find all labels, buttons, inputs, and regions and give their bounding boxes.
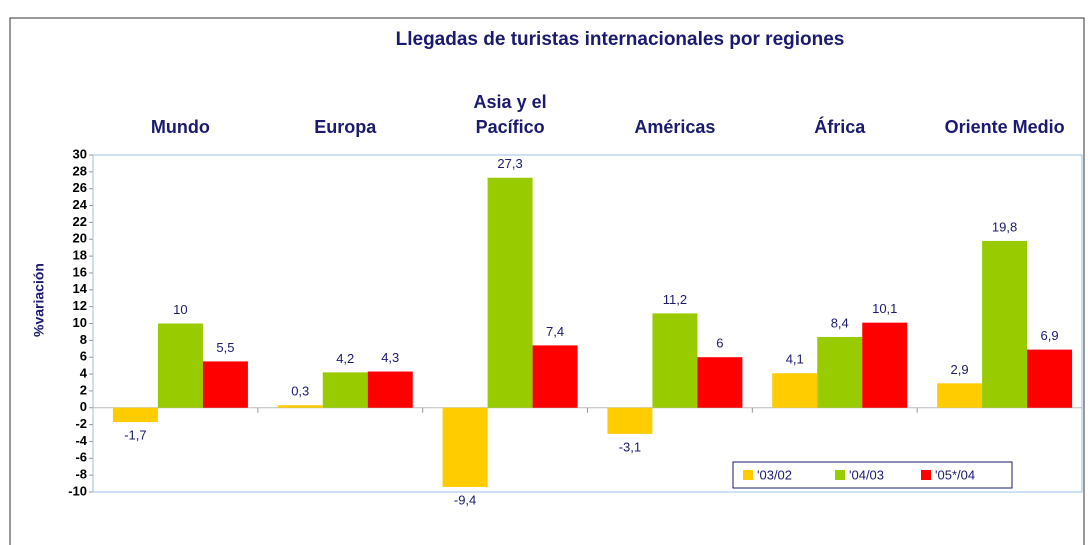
bar <box>532 345 578 408</box>
value-label: 11,2 <box>663 292 687 307</box>
bar <box>817 336 863 408</box>
value-label: 6,9 <box>1041 328 1059 343</box>
y-tick-label: 12 <box>73 298 87 313</box>
y-tick-label: -4 <box>75 433 87 448</box>
y-tick-label: -2 <box>75 416 87 431</box>
y-tick-label: 2 <box>80 382 87 397</box>
bar <box>112 407 158 423</box>
value-label: 27,3 <box>497 156 522 171</box>
y-tick-label: -10 <box>68 483 87 498</box>
bar <box>277 405 323 408</box>
value-label: -9,4 <box>454 492 476 507</box>
legend-box <box>732 461 1013 489</box>
value-label: 5,5 <box>216 340 234 355</box>
bar <box>1027 349 1073 408</box>
y-tick-label: 16 <box>73 264 87 279</box>
legend-swatch <box>835 470 845 480</box>
y-tick-label: 28 <box>73 163 87 178</box>
bar <box>982 240 1028 408</box>
legend-swatch <box>921 470 931 480</box>
value-label: 8,4 <box>831 315 849 330</box>
y-tick-label: -6 <box>75 450 87 465</box>
category-label: Europa <box>314 117 377 137</box>
legend-swatch <box>743 470 753 480</box>
value-label: -3,1 <box>619 439 641 454</box>
bar <box>322 372 368 408</box>
bar <box>937 383 983 408</box>
bar <box>862 322 908 408</box>
category-label: Américas <box>634 117 716 137</box>
y-tick-label: 0 <box>80 399 87 414</box>
y-tick-label: 20 <box>73 231 87 246</box>
y-tick-label: 24 <box>73 197 88 212</box>
value-label: 0,3 <box>291 384 309 399</box>
value-label: 7,4 <box>546 324 564 339</box>
value-label: -1,7 <box>124 428 146 443</box>
value-label: 4,1 <box>786 352 804 367</box>
y-tick-label: -8 <box>75 467 87 482</box>
y-axis-label: %variación <box>31 263 47 337</box>
bar <box>697 357 743 408</box>
bar <box>607 407 653 434</box>
value-label: 10 <box>173 302 187 317</box>
value-label: 4,2 <box>336 351 354 366</box>
bar <box>772 373 818 408</box>
value-label: 10,1 <box>872 301 897 316</box>
value-label: 19,8 <box>992 219 1017 234</box>
y-tick-label: 6 <box>80 349 87 364</box>
bar <box>652 313 698 408</box>
legend-label: '03/02 <box>757 467 792 482</box>
y-tick-label: 18 <box>73 248 87 263</box>
chart-frame <box>9 17 1085 545</box>
category-label: Oriente Medio <box>944 117 1065 137</box>
value-label: 6 <box>716 336 723 351</box>
y-tick-label: 22 <box>73 214 87 229</box>
bar <box>367 371 413 408</box>
y-tick-label: 14 <box>73 281 88 296</box>
bar <box>202 361 248 408</box>
category-label: África <box>814 117 866 137</box>
y-tick-label: 30 <box>73 146 87 161</box>
legend-label: '04/03 <box>849 467 884 482</box>
legend-label: '05*/04 <box>935 467 975 482</box>
category-label: Asia y el Pacífico <box>473 92 547 137</box>
bar <box>487 177 533 408</box>
y-tick-label: 10 <box>73 315 87 330</box>
bar <box>157 323 203 408</box>
y-tick-label: 4 <box>80 365 88 380</box>
value-label: 4,3 <box>381 350 399 365</box>
value-label: 2,9 <box>951 362 969 377</box>
chart-title: Llegadas de turistas internacionales por… <box>396 29 845 50</box>
y-tick-label: 8 <box>80 332 87 347</box>
y-tick-label: 26 <box>73 180 87 195</box>
category-label: Mundo <box>150 117 210 137</box>
bar <box>442 407 488 487</box>
